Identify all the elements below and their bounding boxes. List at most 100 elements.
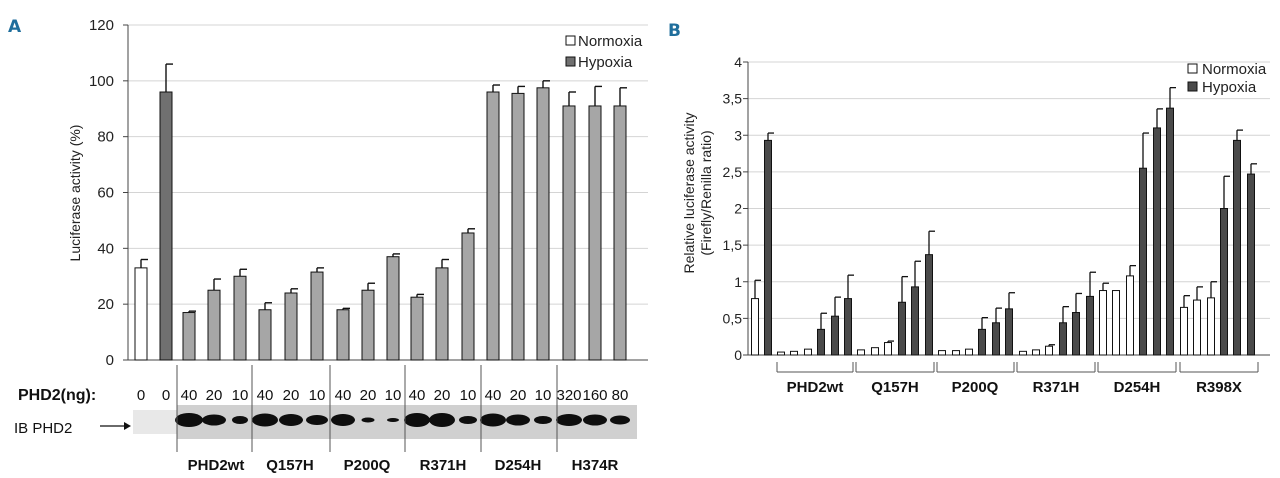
panel-b-group-label: PHD2wt	[787, 379, 844, 396]
panel-b-legend-swatch	[1187, 81, 1198, 92]
panel-b-y-tick-label: 1,5	[723, 237, 743, 253]
panel-a-dose-value: 80	[612, 387, 629, 404]
panel-a-blot-band	[331, 414, 355, 426]
panel-a-dose-label: PHD2(ng):	[18, 387, 96, 404]
panel-a-group-label: H374R	[572, 457, 619, 474]
panel-b-bar	[898, 301, 906, 356]
panel-b-bar	[1207, 297, 1215, 356]
panel-b-y-tick-label: 3	[734, 127, 742, 143]
panel-a-bar	[207, 289, 221, 361]
panel-b-bar	[777, 351, 785, 356]
panel-b-bar	[817, 328, 825, 356]
panel-a-legend-swatch	[565, 56, 576, 67]
panel-b-y-tick-label: 0	[734, 347, 742, 363]
panel-a-dose-value: 10	[232, 387, 249, 404]
panel-b-bar	[790, 350, 798, 356]
panel-b-bar	[1005, 308, 1013, 356]
panel-b-bar	[911, 286, 919, 356]
panel-a-legend-label: Normoxia	[578, 33, 643, 50]
panel-b-y-tick-label: 1	[734, 274, 742, 290]
panel-b-bar	[844, 298, 852, 356]
panel-a-blot-band	[506, 414, 530, 426]
panel-b-bar	[831, 315, 839, 356]
panel-a-blot-label: IB PHD2	[14, 420, 72, 437]
panel-a-bar	[435, 267, 449, 361]
panel-b-y-axis-label-line2: (Firefly/Renilla ratio)	[698, 130, 714, 255]
panel-b-y-tick-label: 4	[734, 54, 742, 70]
panel-a-dose-value: 20	[434, 387, 451, 404]
panel-b-bar	[884, 342, 892, 356]
panel-b-bar	[1112, 290, 1120, 356]
panel-a-blot-band	[459, 416, 477, 424]
panel-a-blot-band	[404, 413, 430, 427]
panel-a-blot-band	[480, 413, 506, 427]
panel-a-y-tick-label: 0	[106, 352, 114, 369]
panel-a-bar	[134, 267, 148, 361]
panel-b-group-label: R398X	[1196, 379, 1242, 396]
panel-a-dose-value: 40	[485, 387, 502, 404]
panel-b-group-label: D254H	[1114, 379, 1161, 396]
panel-a-dose-value: 20	[283, 387, 300, 404]
panel-b-bar	[857, 349, 865, 356]
panel-b-bar	[1220, 208, 1228, 356]
panel-a-blot-band	[556, 414, 582, 426]
panel-a-blot-band	[252, 413, 278, 427]
panel-a-dose-value: 10	[535, 387, 552, 404]
panel-letter-a: A	[8, 17, 22, 37]
panel-a-blot-band	[361, 417, 375, 423]
panel-b-y-tick-label: 3,5	[723, 91, 743, 107]
panel-a-dose-value: 10	[385, 387, 402, 404]
panel-a-dose-value: 40	[257, 387, 274, 404]
panel-a-bar	[386, 256, 400, 361]
panel-a-blot-band	[387, 418, 399, 422]
panel-a-group-label: Q157H	[266, 457, 314, 474]
panel-b-bar	[925, 254, 933, 356]
panel-a-bar	[511, 92, 525, 361]
panel-a-dose-value: 40	[409, 387, 426, 404]
panel-b-bar	[1126, 275, 1134, 356]
panel-a-blot-empty-lanes	[133, 410, 177, 434]
panel-b-bar	[952, 350, 960, 356]
panel-b-y-tick-label: 0,5	[723, 310, 743, 326]
panel-letter-b: B	[668, 21, 681, 41]
panel-a-y-axis-label: Luciferase activity (%)	[67, 125, 83, 262]
panel-a-bar	[361, 289, 375, 361]
panel-a-blot-band	[202, 414, 226, 426]
panel-b-bar	[1032, 349, 1040, 356]
panel-a-bar	[410, 296, 424, 361]
panel-b-bar	[1139, 167, 1147, 356]
panel-b-bar	[1059, 322, 1067, 356]
panel-a-dose-value: 40	[181, 387, 198, 404]
panel-b-bar	[1099, 290, 1107, 356]
panel-b-bar	[804, 348, 812, 356]
panel-b-bar	[965, 348, 973, 356]
panel-b-legend-label: Normoxia	[1202, 61, 1267, 78]
panel-a-bar	[310, 271, 324, 361]
panel-a-y-tick-label: 120	[89, 17, 114, 34]
panel-a-dose-value: 320	[556, 387, 581, 404]
panel-a-bar	[461, 232, 475, 361]
panel-b-group-label: Q157H	[871, 379, 919, 396]
panel-a-dose-value: 160	[582, 387, 607, 404]
panel-b-bar	[1233, 139, 1241, 356]
panel-a-group-label: P200Q	[344, 457, 391, 474]
panel-b-bar	[978, 328, 986, 356]
panel-a-bar	[613, 105, 627, 361]
panel-b-bar	[1072, 312, 1080, 356]
panel-b-bar	[1180, 306, 1188, 356]
panel-a-dose-value: 10	[309, 387, 326, 404]
panel-a-bar	[588, 105, 602, 361]
panel-a-dose-value: 40	[335, 387, 352, 404]
panel-a-group-label: PHD2wt	[188, 457, 245, 474]
panel-b-bar	[764, 139, 772, 356]
panel-b-bar	[1166, 107, 1174, 356]
panel-b-bar	[1045, 345, 1053, 356]
panel-b-bar	[992, 322, 1000, 356]
panel-a-dose-value: 10	[460, 387, 477, 404]
panel-b-bar	[1086, 295, 1094, 356]
panel-a-bar	[159, 91, 173, 361]
panel-a-dose-value: 0	[162, 387, 170, 404]
panel-a-y-tick-label: 60	[97, 185, 114, 202]
panel-a-blot-band	[534, 416, 552, 424]
